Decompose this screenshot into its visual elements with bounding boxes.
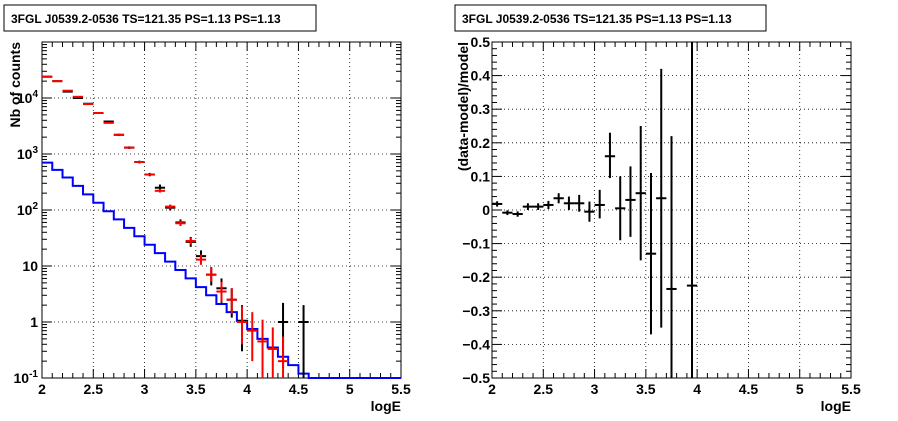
residual-point (512, 211, 523, 217)
left-title-box: 3FGL J0539.2-0536 TS=121.35 PS=1.13 PS=1… (3, 4, 317, 32)
residual-point (522, 203, 534, 210)
data-point-red (103, 121, 114, 124)
model-step-line (42, 161, 401, 379)
left-x-tick-label: 2.5 (84, 381, 104, 397)
right-gridlines (492, 42, 851, 378)
left-series-layer (42, 75, 401, 379)
right-x-tick-label: 4.5 (739, 381, 759, 397)
right-y-tick-label: 0 (482, 202, 490, 218)
residual-point (635, 126, 646, 261)
left-x-tick-label: 4.5 (289, 381, 309, 397)
left-y-tick-label: 1 (30, 314, 38, 330)
left-x-tick-label: 3 (141, 381, 149, 397)
right-y-tick-label: −0.3 (462, 303, 490, 319)
data-point-red (277, 336, 289, 378)
data-point-red (195, 254, 207, 265)
left-x-axis-label: logE (371, 398, 401, 414)
right-series-layer (492, 42, 698, 378)
data-point-red (216, 281, 227, 302)
data-point-red (93, 111, 104, 114)
right-x-tick-label: 3 (591, 381, 599, 397)
left-y-axis-label: Nb of counts (7, 42, 23, 128)
data-point-red (113, 133, 125, 136)
left-x-tick-label: 5.5 (391, 381, 411, 397)
right-x-tick-label: 5 (796, 381, 804, 397)
left-title-frame (3, 4, 317, 32)
right-x-axis-label: logE (821, 398, 851, 414)
data-point-red (165, 204, 176, 209)
right-title-box: 3FGL J0539.2-0536 TS=121.35 PS=1.13 PS=1… (454, 4, 767, 32)
right-y-tick-label: −0.5 (462, 370, 490, 386)
residual-point (533, 203, 544, 210)
data-point-red (226, 288, 237, 314)
data-point-red (247, 312, 258, 362)
residual-point (543, 200, 554, 209)
data-point-red (144, 173, 155, 176)
residual-point (656, 68, 667, 328)
data-point-red (236, 306, 248, 345)
left-x-ticks: 2 2.5 3 3.5 4 4.5 5 5.5 (38, 42, 411, 397)
right-x-tick-label: 5.5 (841, 381, 861, 397)
right-x-tick-label: 4 (693, 381, 701, 397)
residual-point (563, 196, 575, 210)
residual-point (615, 176, 626, 241)
data-point-red (154, 189, 166, 193)
data-point-red (83, 103, 94, 106)
residual-point (666, 136, 677, 378)
right-x-ticks: 2 2.5 3 3.5 4 4.5 5 5.5 (488, 42, 861, 397)
right-y-tick-label: 0.1 (471, 168, 491, 184)
data-point-red (72, 95, 84, 98)
residual-point (594, 189, 605, 219)
left-chart-title: 3FGL J0539.2-0536 TS=121.35 PS=1.13 PS=1… (11, 12, 281, 26)
left-x-tick-label: 3.5 (186, 381, 206, 397)
residual-point (645, 173, 657, 335)
left-x-tick-label: 2 (38, 381, 46, 397)
right-y-tick-label: 0.3 (471, 101, 491, 117)
residual-point (625, 166, 636, 237)
data-point-red (257, 319, 268, 378)
data-point-red (267, 327, 278, 378)
left-x-tick-label: 4 (243, 381, 251, 397)
right-y-tick-label: 0.5 (471, 34, 491, 50)
data-point-black (298, 305, 309, 378)
right-title-frame (454, 4, 767, 32)
residual-point (492, 201, 503, 207)
left-x-tick-label: 5 (346, 381, 354, 397)
right-y-tick-label: −0.1 (462, 236, 490, 252)
right-y-ticks: −0.5 −0.4 −0.3 −0.2 −0.1 0 0.1 0.2 0.3 0.4 0.5 (462, 34, 851, 386)
residual-point (502, 210, 513, 216)
right-chart-title: 3FGL J0539.2-0536 TS=121.35 PS=1.13 PS=1… (462, 12, 732, 26)
right-y-tick-label: 0.2 (471, 135, 491, 151)
residual-point (584, 201, 595, 222)
left-panel: 3FGL J0539.2-0536 TS=121.35 PS=1.13 PS=1… (3, 4, 411, 414)
right-panel: 3FGL J0539.2-0536 TS=121.35 PS=1.13 PS=1… (454, 4, 861, 414)
right-x-tick-label: 2 (488, 381, 496, 397)
left-y-tick-label: 10 (22, 258, 38, 274)
right-x-tick-label: 2.5 (534, 381, 554, 397)
residual-point (686, 42, 698, 378)
right-y-tick-label: −0.4 (462, 336, 490, 352)
data-point-red (206, 268, 217, 282)
right-x-tick-label: 3.5 (636, 381, 656, 397)
data-point-red (185, 237, 196, 245)
residual-point (574, 194, 585, 212)
residual-point (553, 193, 564, 204)
data-point-red (175, 220, 186, 226)
residual-point (604, 132, 616, 179)
data-point-red (62, 89, 73, 92)
data-point-red (134, 160, 145, 163)
right-y-tick-label: 0.4 (471, 68, 491, 84)
right-y-axis-label: (data-model)/model (455, 42, 471, 171)
data-point-red (124, 146, 135, 149)
right-y-tick-label: −0.2 (462, 269, 490, 285)
